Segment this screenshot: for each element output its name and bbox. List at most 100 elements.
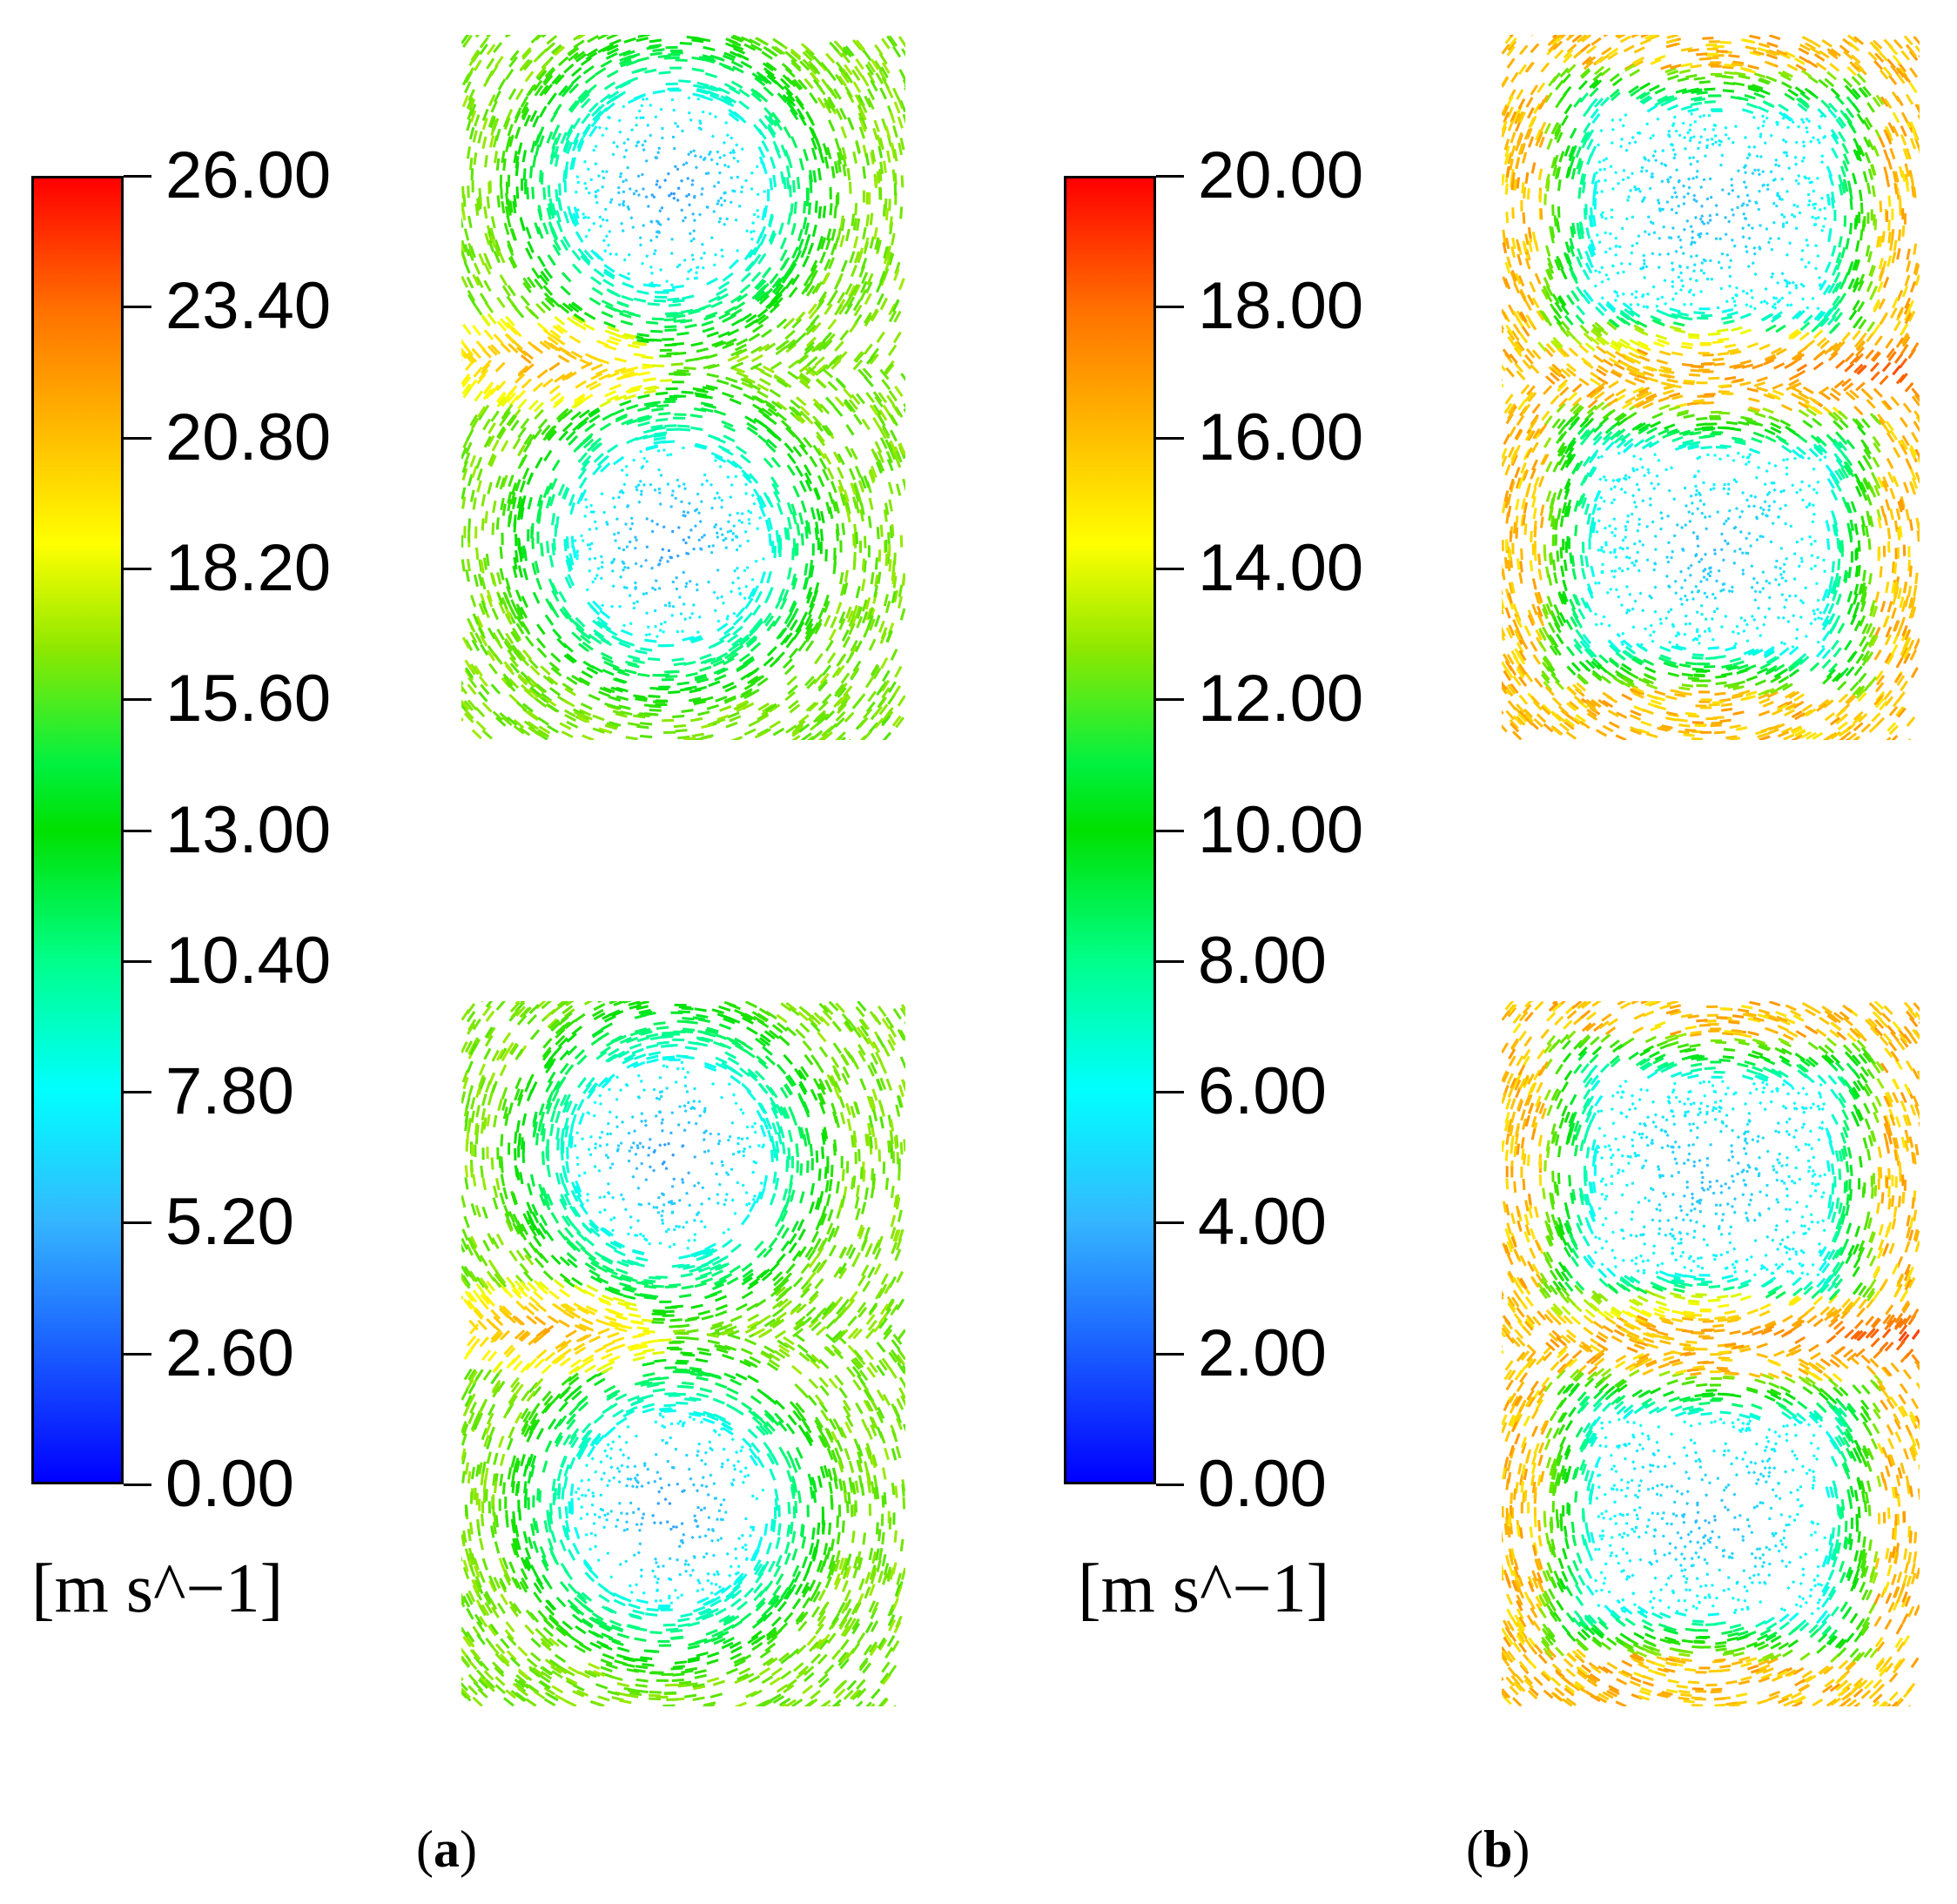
velocity-vector: [861, 418, 871, 431]
velocity-vector: [753, 1558, 762, 1571]
velocity-vector: [770, 1666, 783, 1677]
velocity-vector: [487, 1233, 495, 1245]
velocity-vector: [736, 293, 749, 303]
velocity-vector: [684, 582, 689, 586]
velocity-vector: [793, 201, 797, 214]
velocity-vector: [815, 378, 827, 389]
velocity-vector: [481, 1461, 487, 1474]
velocity-vector: [470, 663, 480, 676]
velocity-vector: [828, 1557, 835, 1570]
velocity-vector: [644, 195, 649, 199]
velocity-vector: [744, 415, 757, 425]
velocity-vector: [874, 60, 884, 72]
velocity-vector: [637, 394, 650, 400]
velocity-vector: [798, 114, 807, 126]
velocity-vector: [508, 474, 514, 488]
velocity-vector: [887, 344, 898, 356]
velocity-vector: [626, 418, 639, 426]
velocity-vector: [542, 328, 555, 339]
velocity-vector: [625, 1083, 629, 1087]
velocity-vector: [797, 78, 808, 91]
velocity-vector: [490, 344, 501, 355]
velocity-vector: [543, 267, 554, 279]
velocity-vector: [590, 635, 602, 645]
velocity-vector: [574, 1185, 582, 1198]
velocity-vector: [773, 490, 781, 503]
velocity-vector: [846, 509, 851, 523]
velocity-vector: [637, 371, 650, 376]
velocity-vector: [714, 674, 727, 682]
velocity-vector: [848, 285, 857, 298]
velocity-vector: [767, 517, 773, 530]
velocity-vector: [839, 493, 846, 507]
velocity-vector: [786, 675, 797, 686]
velocity-vector: [622, 585, 627, 589]
velocity-vector: [467, 1383, 476, 1395]
velocity-vector: [712, 210, 716, 214]
velocity-vector: [750, 1630, 763, 1640]
velocity-vector: [797, 228, 804, 242]
velocity-vector: [467, 289, 476, 302]
velocity-vector: [715, 531, 719, 535]
velocity-vector: [877, 696, 886, 709]
velocity-vector: [730, 1167, 734, 1171]
velocity-vector: [550, 44, 562, 55]
velocity-vector: [842, 164, 847, 177]
velocity-vector: [489, 227, 496, 240]
velocity-vector: [506, 414, 516, 427]
velocity-vector: [493, 1315, 504, 1327]
velocity-vector: [509, 663, 521, 674]
velocity-vector: [775, 529, 780, 543]
velocity-vector: [602, 413, 615, 421]
velocity-vector: [733, 47, 746, 55]
velocity-vector: [787, 340, 799, 350]
velocity-vector: [636, 37, 649, 43]
velocity-vector: [748, 333, 761, 342]
velocity-vector: [849, 251, 856, 264]
velocity-vector: [617, 604, 622, 609]
velocity-vector: [710, 1635, 723, 1643]
velocity-vector: [463, 352, 474, 364]
velocity-vector: [855, 139, 861, 153]
velocity-vector: [644, 1177, 649, 1182]
velocity-vector: [664, 328, 677, 332]
velocity-vector: [676, 167, 680, 172]
velocity-vector: [724, 95, 737, 104]
velocity-vector: [551, 1670, 563, 1679]
velocity-vector: [754, 730, 767, 739]
velocity-vector: [640, 1030, 653, 1036]
velocity-vector: [805, 701, 817, 712]
velocity-vector: [571, 1390, 582, 1401]
velocity-vector: [539, 1214, 548, 1227]
velocity-vector: [614, 357, 627, 363]
velocity-vector: [897, 595, 904, 609]
velocity-vector: [574, 1049, 586, 1060]
velocity-vector: [571, 301, 583, 312]
velocity-vector: [792, 78, 804, 90]
velocity-vector: [772, 297, 783, 308]
velocity-vector: [876, 331, 885, 344]
velocity-vector: [603, 249, 608, 253]
velocity-vector: [729, 495, 733, 500]
velocity-vector: [884, 363, 895, 375]
velocity-vector: [569, 157, 575, 171]
velocity-vector: [500, 1593, 508, 1605]
velocity-vector: [785, 177, 790, 190]
velocity-vector: [511, 496, 517, 510]
velocity-vector: [581, 1591, 593, 1602]
velocity-vector: [633, 1060, 646, 1068]
velocity-vector: [512, 565, 518, 579]
velocity-vector: [743, 376, 756, 384]
velocity-vector: [806, 678, 817, 690]
velocity-vector: [501, 410, 512, 423]
velocity-vector: [888, 310, 898, 323]
velocity-vector: [688, 1415, 692, 1419]
velocity-vector: [736, 371, 749, 379]
velocity-vector: [712, 1397, 725, 1405]
velocity-vector: [525, 226, 532, 239]
velocity-vector: [748, 1675, 761, 1684]
velocity-vector: [871, 1088, 878, 1101]
velocity-vector: [653, 432, 667, 437]
velocity-vector: [697, 1535, 703, 1539]
velocity-vector: [658, 1143, 662, 1147]
